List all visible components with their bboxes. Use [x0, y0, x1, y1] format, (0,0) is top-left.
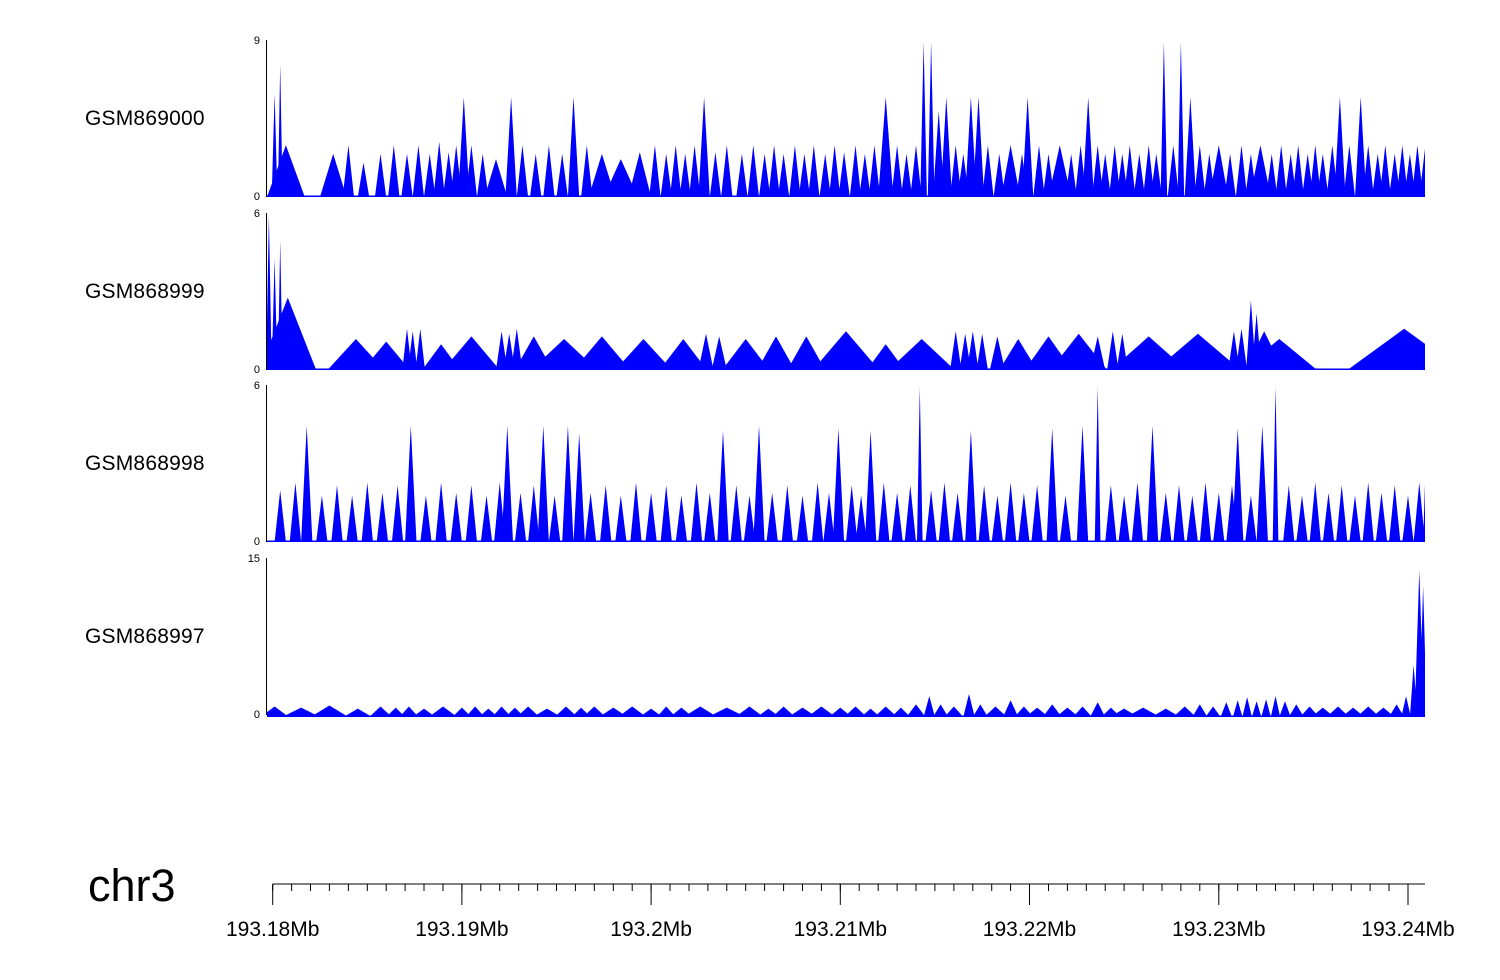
svg-text:193.23Mb: 193.23Mb	[1172, 918, 1265, 941]
signal-plot	[267, 42, 1425, 197]
signal-plot	[267, 570, 1425, 717]
y-axis-line	[266, 40, 267, 197]
track-row-gsm869000: GSM869000 9 0	[0, 35, 1500, 203]
y-axis-line	[266, 385, 267, 542]
chromosome-label: chr3	[88, 860, 176, 911]
track-label: GSM869000	[85, 106, 205, 130]
y-axis-max-label: 9	[253, 35, 260, 47]
track-label: GSM868998	[85, 451, 205, 475]
svg-text:193.22Mb: 193.22Mb	[983, 918, 1076, 941]
track-label: GSM868999	[85, 279, 205, 303]
track-row-gsm868998: GSM868998 6 0	[0, 380, 1500, 548]
ruler-svg: 193.18Mb 193.19Mb 193.2Mb 193.21Mb 193.22Mb 1…	[226, 883, 1455, 941]
track-row-gsm868997: GSM868997 15 0	[0, 553, 1500, 721]
y-axis-zero-label: 0	[253, 709, 260, 721]
track-label: GSM868997	[85, 624, 205, 648]
svg-text:193.2Mb: 193.2Mb	[610, 918, 692, 941]
svg-text:193.19Mb: 193.19Mb	[415, 918, 508, 941]
track-row-gsm868999: GSM868999 6 0	[0, 208, 1500, 376]
signal-plot	[267, 215, 1425, 370]
y-axis-line	[266, 213, 267, 370]
svg-text:193.18Mb: 193.18Mb	[226, 918, 319, 941]
svg-text:193.24Mb: 193.24Mb	[1361, 918, 1454, 941]
y-axis-max-label: 15	[247, 553, 260, 565]
y-axis-max-label: 6	[253, 208, 260, 220]
y-axis-line	[266, 558, 267, 715]
y-axis-zero-label: 0	[253, 191, 260, 203]
y-axis-max-label: 6	[253, 380, 260, 392]
y-axis-zero-label: 0	[253, 536, 260, 548]
y-axis-zero-label: 0	[253, 364, 260, 376]
svg-text:193.21Mb: 193.21Mb	[794, 918, 887, 941]
signal-plot	[267, 387, 1425, 542]
